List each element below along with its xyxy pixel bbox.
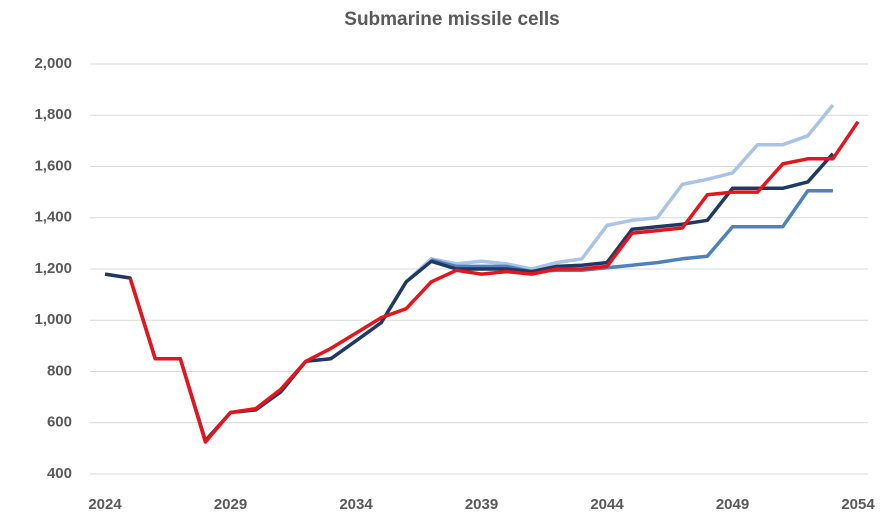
x-tick-label: 2044 — [590, 496, 624, 513]
y-tick-label: 1,000 — [34, 311, 72, 328]
y-tick-label: 1,800 — [34, 106, 72, 123]
x-tick-label: 2024 — [88, 496, 122, 513]
y-tick-label: 1,400 — [34, 209, 72, 226]
series-line — [405, 103, 835, 284]
x-tick-label: 2054 — [841, 496, 875, 513]
x-tick-label: 2049 — [716, 496, 749, 513]
y-tick-label: 1,600 — [34, 157, 72, 174]
y-tick-label: 800 — [47, 362, 72, 379]
y-tick-label: 1,200 — [34, 260, 72, 277]
y-tick-label: 2,000 — [34, 55, 72, 72]
x-tick-label: 2029 — [214, 496, 247, 513]
series-line — [128, 120, 860, 444]
x-tick-label: 2034 — [339, 496, 373, 513]
y-tick-label: 400 — [47, 465, 72, 482]
y-tick-label: 600 — [47, 414, 72, 431]
series-line — [430, 189, 833, 274]
chart-title: Submarine missile cells — [344, 9, 559, 30]
series-line — [104, 152, 835, 443]
x-tick-label: 2039 — [465, 496, 498, 513]
